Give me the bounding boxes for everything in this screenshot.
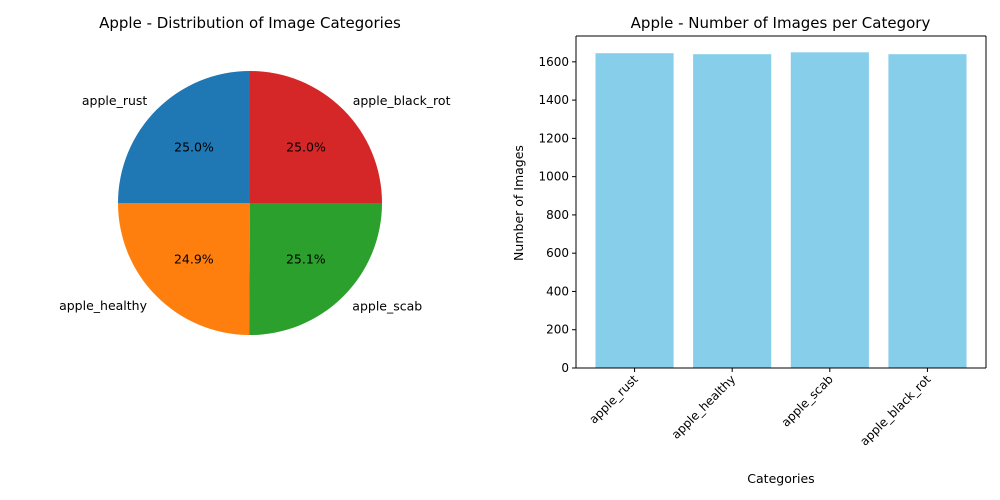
y-tick-label: 800 (546, 208, 569, 222)
bar-apple-rust (595, 53, 674, 368)
pie-category-label: apple_healthy (59, 298, 148, 313)
pie-percent-label: 24.9% (174, 251, 214, 266)
bar-apple-scab (790, 52, 869, 369)
pie-chart: Apple - Distribution of Image Categories… (59, 14, 451, 336)
y-tick-label: 200 (546, 323, 569, 337)
y-tick-label: 400 (546, 284, 569, 298)
y-axis-label: Number of Images (511, 145, 526, 261)
pie-category-label: apple_rust (82, 93, 148, 108)
x-tick-label: apple_scab (779, 372, 836, 429)
y-tick-label: 1000 (538, 170, 569, 184)
y-tick-label: 0 (561, 361, 569, 375)
y-axis-ticks: 0 200 400 600 800 1000 1200 1400 1600 (538, 55, 576, 375)
pie-slice-apple-scab (249, 203, 382, 336)
pie-slice-apple-black-rot (250, 71, 382, 203)
pie-percent-label: 25.1% (286, 252, 326, 267)
pie-percent-label: 25.0% (286, 140, 326, 155)
x-axis-ticks: apple_rust apple_healthy apple_scab apple_b… (586, 368, 934, 449)
x-tick-label: apple_healthy (669, 372, 739, 442)
pie-slice-apple-healthy (118, 203, 250, 335)
pie-category-label: apple_black_rot (353, 93, 451, 108)
bar-chart: Apple - Number of Images per Category 0 2… (511, 14, 987, 486)
x-axis-label: Categories (747, 471, 814, 486)
y-tick-label: 1400 (538, 93, 569, 107)
x-tick-label: apple_rust (586, 372, 641, 427)
pie-slices (118, 71, 382, 336)
y-tick-label: 1200 (538, 131, 569, 145)
pie-chart-title: Apple - Distribution of Image Categories (99, 14, 401, 32)
bars (595, 52, 967, 369)
y-tick-label: 600 (546, 246, 569, 260)
pie-percent-label: 25.0% (174, 140, 214, 155)
bar-apple-healthy (693, 54, 772, 368)
bar-apple-black-rot (888, 54, 967, 368)
y-tick-label: 1600 (538, 55, 569, 69)
bar-chart-title: Apple - Number of Images per Category (631, 14, 931, 32)
pie-category-label: apple_scab (352, 299, 422, 314)
pie-labels: 25.0% apple_rust 24.9% apple_healthy 25.1% ap… (59, 93, 451, 314)
x-tick-label: apple_black_rot (857, 372, 933, 448)
pie-slice-apple-rust (118, 71, 250, 203)
